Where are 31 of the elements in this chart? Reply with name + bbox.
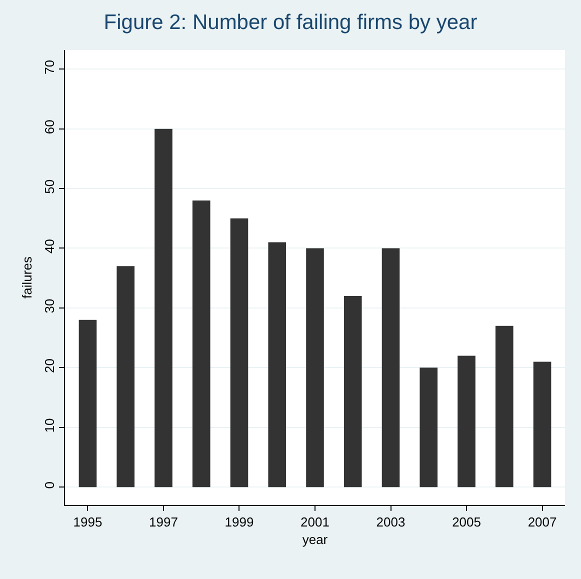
y-tick-label: 40 (42, 239, 57, 254)
bar (116, 266, 135, 488)
y-tick-label: 50 (42, 179, 57, 194)
bar (420, 368, 438, 488)
x-tick-label: 2005 (452, 514, 481, 530)
y-tick-label: 60 (42, 120, 57, 134)
x-tick-label: 2007 (528, 514, 557, 530)
bar (344, 296, 362, 488)
x-tick-label: 2001 (300, 514, 330, 530)
y-tick-label: 0 (42, 482, 57, 489)
y-tick-label: 70 (42, 60, 57, 74)
bar (230, 218, 248, 488)
bar (458, 356, 476, 488)
x-axis-title: year (302, 532, 328, 548)
bar (382, 248, 400, 488)
bar (533, 362, 552, 488)
bar (78, 320, 97, 488)
x-tick-label: 2003 (376, 514, 406, 530)
bar (154, 128, 172, 488)
x-tick-label: 1999 (224, 514, 254, 530)
bar (495, 326, 514, 488)
x-tick-label: 1997 (149, 514, 178, 530)
x-tick-label: 1995 (73, 514, 102, 530)
bar (268, 242, 286, 488)
bar (306, 248, 324, 488)
y-tick-label: 10 (42, 418, 57, 433)
y-tick-label: 20 (42, 358, 57, 373)
y-axis-title: failures (20, 256, 35, 298)
y-tick-label: 30 (42, 298, 57, 314)
chart-title: Figure 2: Number of failing firms by year (104, 11, 478, 34)
bar (192, 200, 210, 488)
